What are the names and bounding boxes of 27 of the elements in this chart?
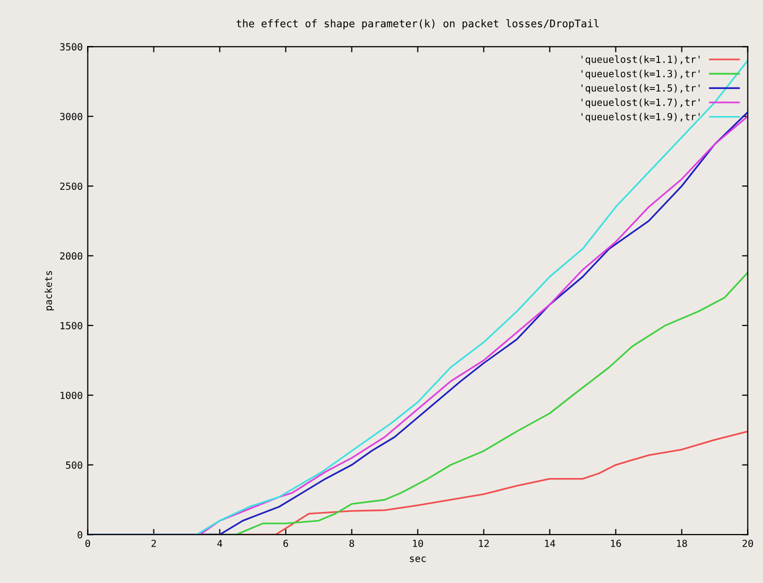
y-tick-label: 2500 (60, 182, 82, 190)
y-tick-label: 0 (78, 531, 82, 538)
y-axis-title: packets (44, 271, 54, 310)
x-tick-label: 0 (85, 540, 90, 548)
y-tick-label: 3000 (60, 112, 82, 120)
x-tick-label: 8 (349, 540, 354, 548)
legend-label: 'queuelost(k=1.9),tr' (582, 112, 700, 122)
legend-label: 'queuelost(k=1.3),tr' (582, 70, 700, 80)
x-axis-title: sec (410, 556, 426, 562)
x-tick-label: 10 (413, 540, 423, 548)
legend-label: 'queuelost(k=1.5),tr' (582, 84, 700, 94)
y-tick-label: 1000 (60, 392, 82, 400)
legend-label: 'queuelost(k=1.1),tr' (582, 55, 700, 65)
x-tick-label: 12 (479, 540, 489, 547)
x-tick-label: 18 (677, 540, 687, 548)
legend-label: 'queuelost(k=1.7),tr' (582, 98, 700, 108)
x-tick-label: 4 (217, 540, 222, 547)
y-tick-label: 3500 (60, 43, 82, 50)
x-tick-label: 16 (611, 540, 621, 548)
x-tick-label: 6 (283, 540, 288, 548)
y-tick-label: 500 (66, 461, 82, 469)
x-tick-label: 2 (152, 540, 156, 547)
y-tick-label: 2000 (60, 252, 82, 260)
chart-title: the effect of shape parameter(k) on packet losses/DropTail (236, 19, 599, 30)
x-tick-label: 20 (742, 540, 753, 548)
y-tick-label: 1500 (60, 322, 82, 330)
x-tick-label: 14 (545, 540, 556, 547)
